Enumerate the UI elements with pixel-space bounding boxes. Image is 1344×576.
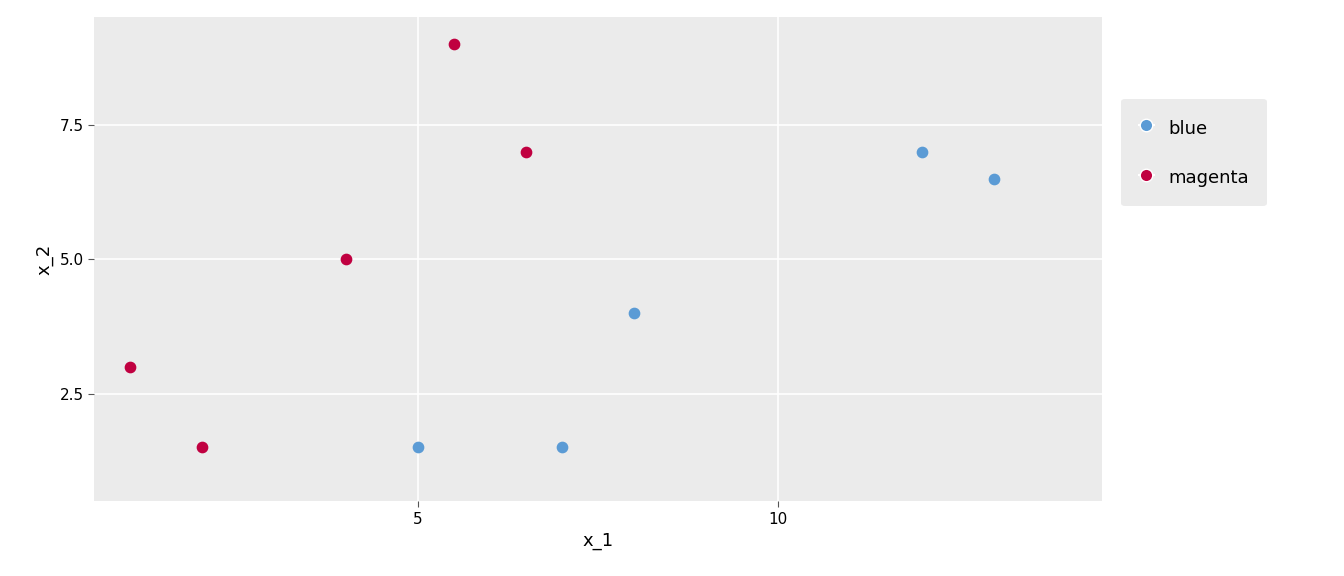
- Point: [191, 443, 212, 452]
- Point: [407, 443, 429, 452]
- Point: [551, 443, 573, 452]
- Point: [515, 147, 536, 156]
- X-axis label: x_1: x_1: [582, 532, 614, 550]
- Point: [624, 308, 645, 317]
- Point: [911, 147, 933, 156]
- Legend: blue, magenta: blue, magenta: [1121, 99, 1267, 206]
- Y-axis label: x_2: x_2: [36, 244, 54, 275]
- Point: [120, 362, 141, 372]
- Point: [336, 255, 358, 264]
- Point: [444, 40, 465, 49]
- Point: [984, 174, 1005, 183]
